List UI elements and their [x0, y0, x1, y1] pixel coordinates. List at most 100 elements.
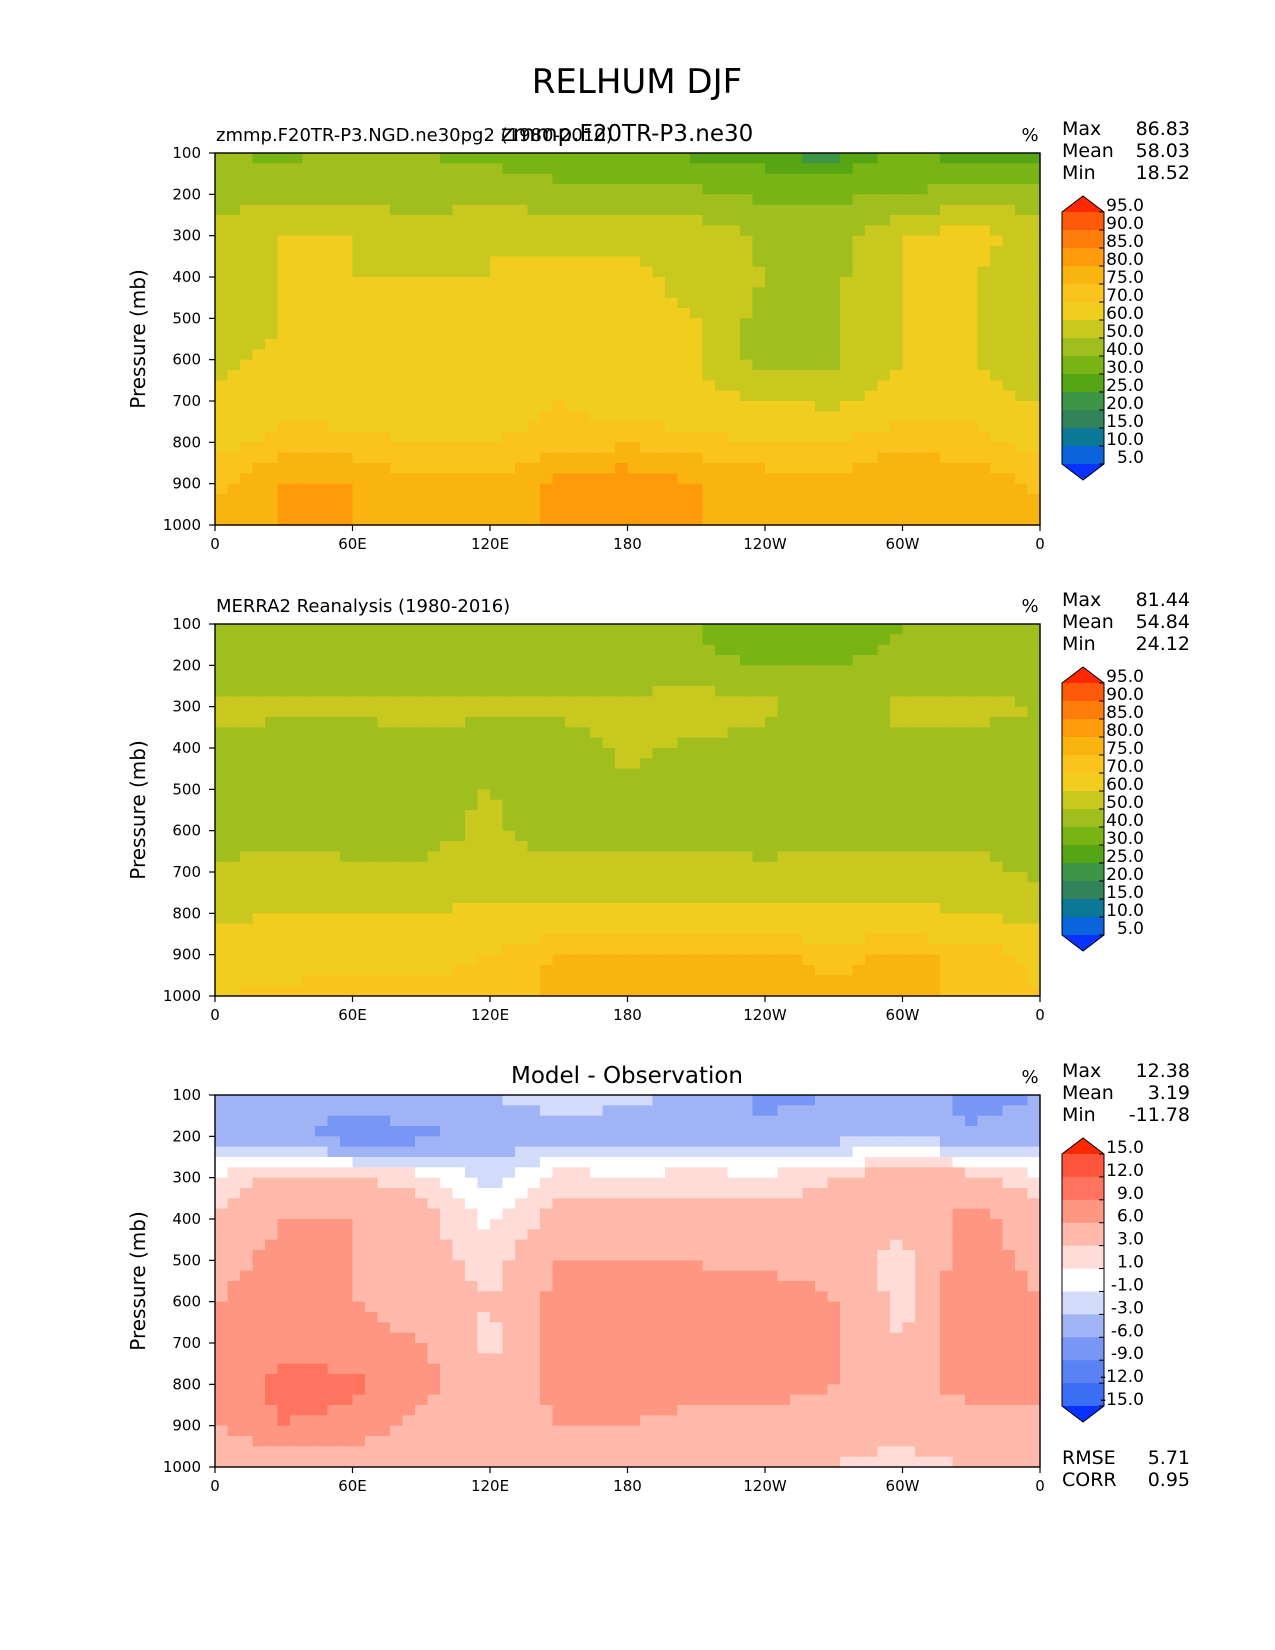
heatmap-cell — [877, 349, 891, 361]
heatmap-cell — [740, 421, 754, 433]
heatmap-cell — [677, 339, 691, 350]
heatmap-cell — [702, 954, 716, 966]
heatmap-cell — [802, 655, 816, 666]
heatmap-cell — [765, 799, 779, 811]
heatmap-cell — [715, 965, 729, 976]
heatmap-cell — [540, 851, 554, 863]
heatmap-cell — [440, 266, 454, 278]
heatmap-cell — [952, 256, 966, 268]
heatmap-cell — [252, 624, 266, 635]
heatmap-cell — [677, 913, 691, 925]
heatmap-cell — [765, 758, 779, 770]
heatmap-cell — [252, 789, 266, 801]
heatmap-cell — [227, 442, 241, 454]
heatmap-cell — [802, 944, 816, 956]
heatmap-cell — [815, 665, 829, 677]
heatmap-cell — [477, 494, 491, 505]
heatmap-cell — [440, 153, 454, 164]
stat-min-value: 18.52 — [1136, 162, 1190, 184]
heatmap-cell — [902, 789, 916, 801]
heatmap-cell — [265, 411, 279, 423]
heatmap-cell — [440, 339, 454, 350]
heatmap-cell — [602, 215, 616, 226]
heatmap-cell — [277, 504, 291, 516]
heatmap-cell — [1015, 184, 1029, 195]
heatmap-cell — [640, 944, 654, 956]
heatmap-cell — [690, 463, 704, 474]
heatmap-cell — [440, 1095, 454, 1106]
heatmap-cell — [952, 308, 966, 319]
heatmap-cell — [965, 675, 979, 687]
heatmap-cell — [740, 810, 754, 821]
heatmap-cell — [1015, 370, 1029, 381]
heatmap-cell — [627, 944, 641, 956]
heatmap-cell — [377, 184, 391, 195]
heatmap-cell — [902, 768, 916, 780]
heatmap-cell — [827, 225, 841, 237]
heatmap-cell — [927, 624, 941, 635]
heatmap-cell — [465, 514, 479, 526]
heatmap-cell — [777, 328, 791, 340]
heatmap-cell — [415, 494, 429, 505]
heatmap-cell — [540, 452, 554, 464]
heatmap-cell — [840, 727, 854, 739]
heatmap-cell — [727, 872, 741, 883]
heatmap-cell — [615, 737, 629, 749]
heatmap-cell — [840, 861, 854, 873]
heatmap-cell — [627, 882, 641, 894]
heatmap-cell — [565, 634, 579, 646]
heatmap-cell — [652, 634, 666, 646]
heatmap-cell — [315, 851, 329, 863]
heatmap-cell — [790, 256, 804, 268]
heatmap-cell — [865, 872, 879, 883]
heatmap-cell — [552, 318, 566, 330]
heatmap-cell — [777, 504, 791, 516]
heatmap-cell — [640, 163, 654, 175]
heatmap-cell — [702, 872, 716, 883]
heatmap-cell — [327, 903, 341, 914]
heatmap-cell — [390, 246, 404, 257]
heatmap-cell — [1015, 494, 1029, 505]
heatmap-cell — [527, 954, 541, 966]
heatmap-cell — [377, 634, 391, 646]
heatmap-cell — [402, 194, 416, 206]
heatmap-cell — [702, 390, 716, 402]
heatmap-cell — [840, 432, 854, 443]
heatmap-cell — [890, 173, 904, 185]
heatmap-cell — [652, 246, 666, 257]
heatmap-cell — [790, 225, 804, 237]
heatmap-cell — [840, 717, 854, 728]
heatmap-cell — [790, 514, 804, 526]
heatmap-cell — [1002, 872, 1016, 883]
heatmap-cell — [415, 810, 429, 821]
heatmap-cell — [452, 432, 466, 443]
heatmap-cell — [902, 494, 916, 505]
heatmap-cell — [652, 758, 666, 770]
heatmap-cell — [577, 861, 591, 873]
heatmap-cell — [527, 789, 541, 801]
heatmap-cell — [702, 913, 716, 925]
heatmap-cell — [840, 411, 854, 423]
heatmap-cell — [677, 675, 691, 687]
heatmap-cell — [590, 494, 604, 505]
heatmap-cell — [902, 737, 916, 749]
heatmap-cell — [977, 758, 991, 770]
heatmap-cell — [527, 473, 541, 485]
heatmap-cell — [702, 163, 716, 175]
heatmap-cell — [315, 861, 329, 873]
heatmap-cell — [527, 370, 541, 381]
heatmap-cell — [452, 634, 466, 646]
heatmap-cell — [315, 624, 329, 635]
heatmap-cell — [377, 401, 391, 412]
heatmap-cell — [240, 706, 254, 718]
heatmap-cell — [290, 789, 304, 801]
heatmap-cell — [952, 706, 966, 718]
heatmap-cell — [802, 215, 816, 226]
heatmap-cell — [252, 913, 266, 925]
heatmap-cell — [590, 727, 604, 739]
heatmap-cell — [327, 194, 341, 206]
heatmap-cell — [1027, 266, 1041, 278]
heatmap-cell — [777, 965, 791, 976]
heatmap-cell — [290, 184, 304, 195]
heatmap-cell — [1015, 779, 1029, 790]
